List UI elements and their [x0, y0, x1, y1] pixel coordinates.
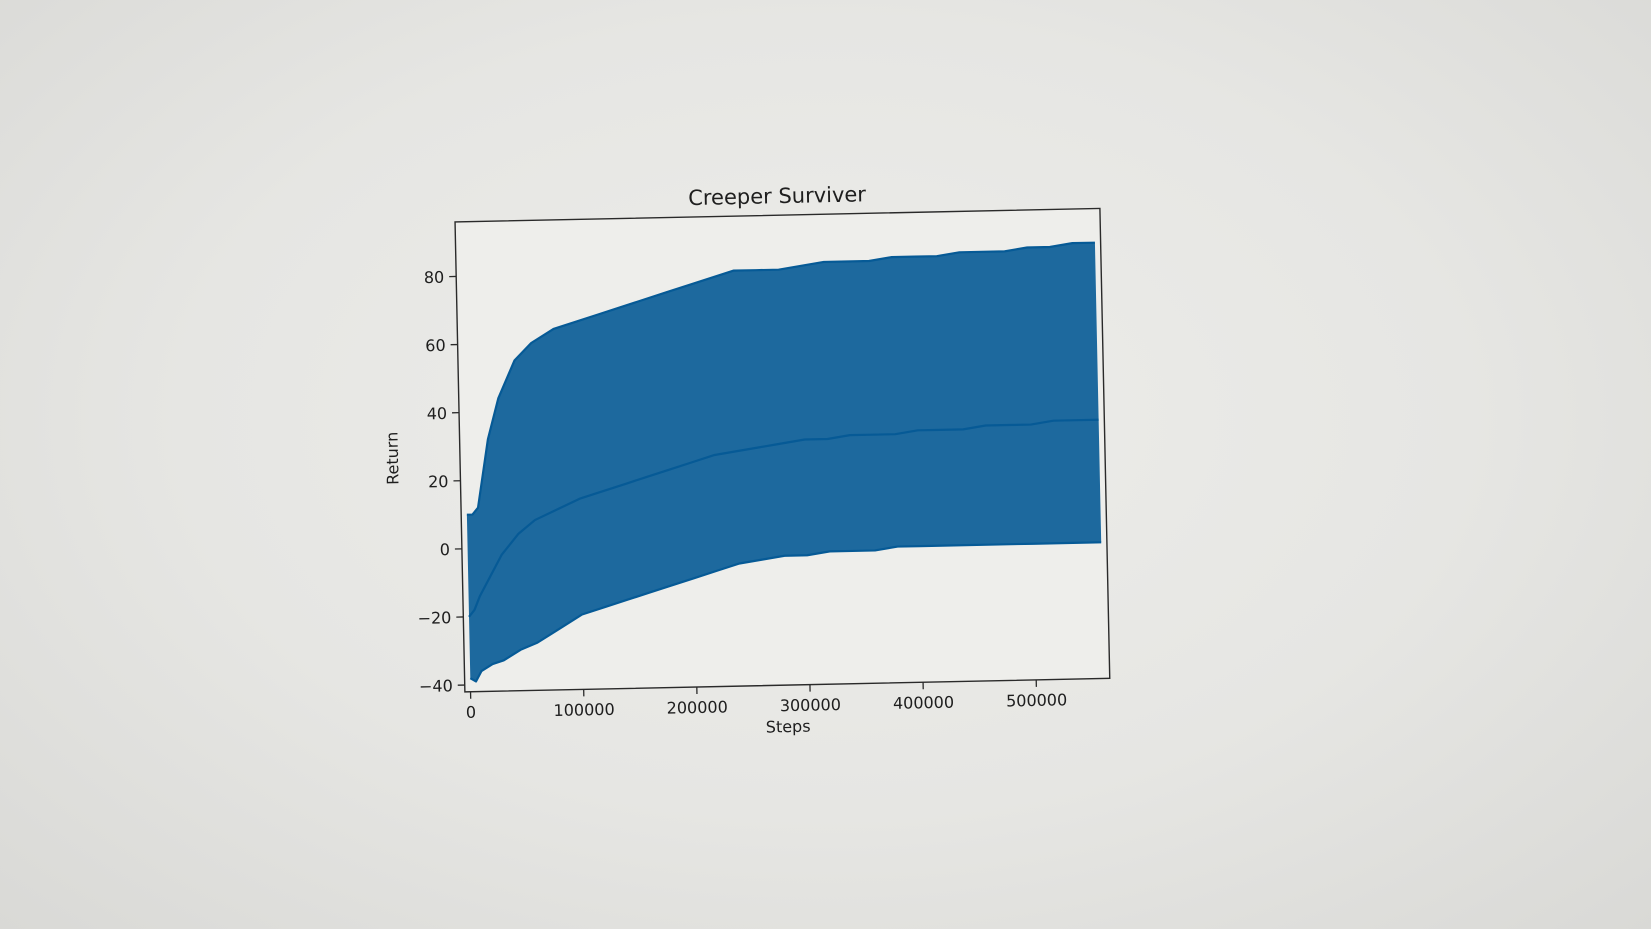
y-tick-label: 0: [440, 540, 451, 559]
y-tick-label: 40: [426, 404, 447, 423]
y-tick-label: −40: [419, 676, 453, 696]
x-tick-label: 200000: [667, 697, 728, 717]
y-axis-label: Return: [382, 432, 402, 485]
series-line-2: [466, 241, 1095, 516]
y-tick-label: 80: [424, 268, 445, 287]
series-line-0: [468, 418, 1099, 618]
x-tick-label: 0: [466, 703, 477, 722]
x-tick-label: 400000: [893, 693, 954, 713]
data-layer: [466, 241, 1102, 683]
series-line-1: [469, 541, 1102, 683]
y-tick-label: 20: [428, 472, 449, 491]
x-tick-label: 100000: [553, 700, 614, 720]
chart-title: Creeper Surviver: [688, 182, 867, 210]
series-band: [466, 242, 1102, 682]
x-axis-label: Steps: [766, 717, 811, 737]
ticks-layer: 0 100000 200000 300000 400000 500000 −40 −20 0 20…: [417, 268, 1067, 722]
x-tick-label: 300000: [780, 695, 841, 715]
y-tick-label: −20: [417, 608, 451, 628]
x-tick-label: 500000: [1006, 690, 1067, 710]
y-tick-label: 60: [425, 336, 446, 355]
